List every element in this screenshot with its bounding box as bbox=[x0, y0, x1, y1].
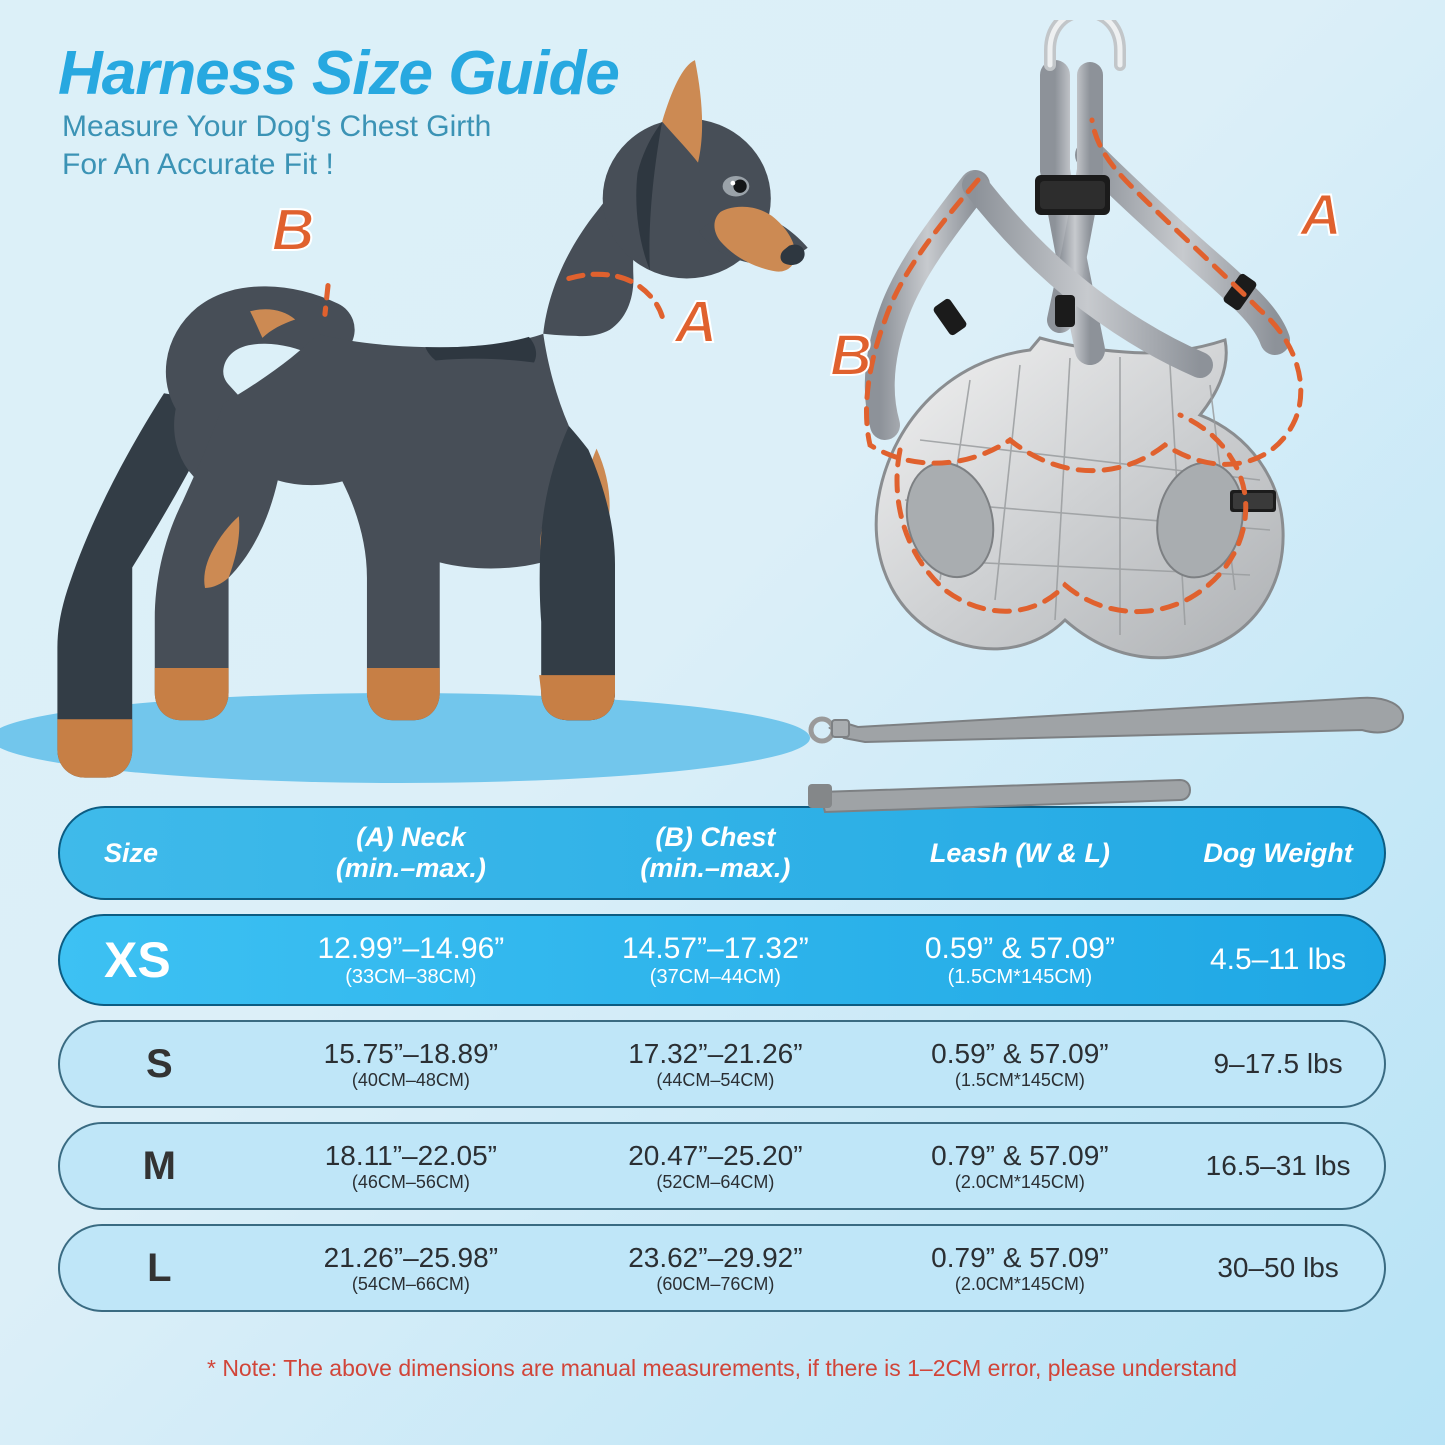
svg-text:A: A bbox=[672, 288, 717, 355]
svg-text:A: A bbox=[1298, 183, 1342, 248]
svg-text:B: B bbox=[830, 323, 872, 388]
svg-text:B: B bbox=[272, 196, 315, 263]
